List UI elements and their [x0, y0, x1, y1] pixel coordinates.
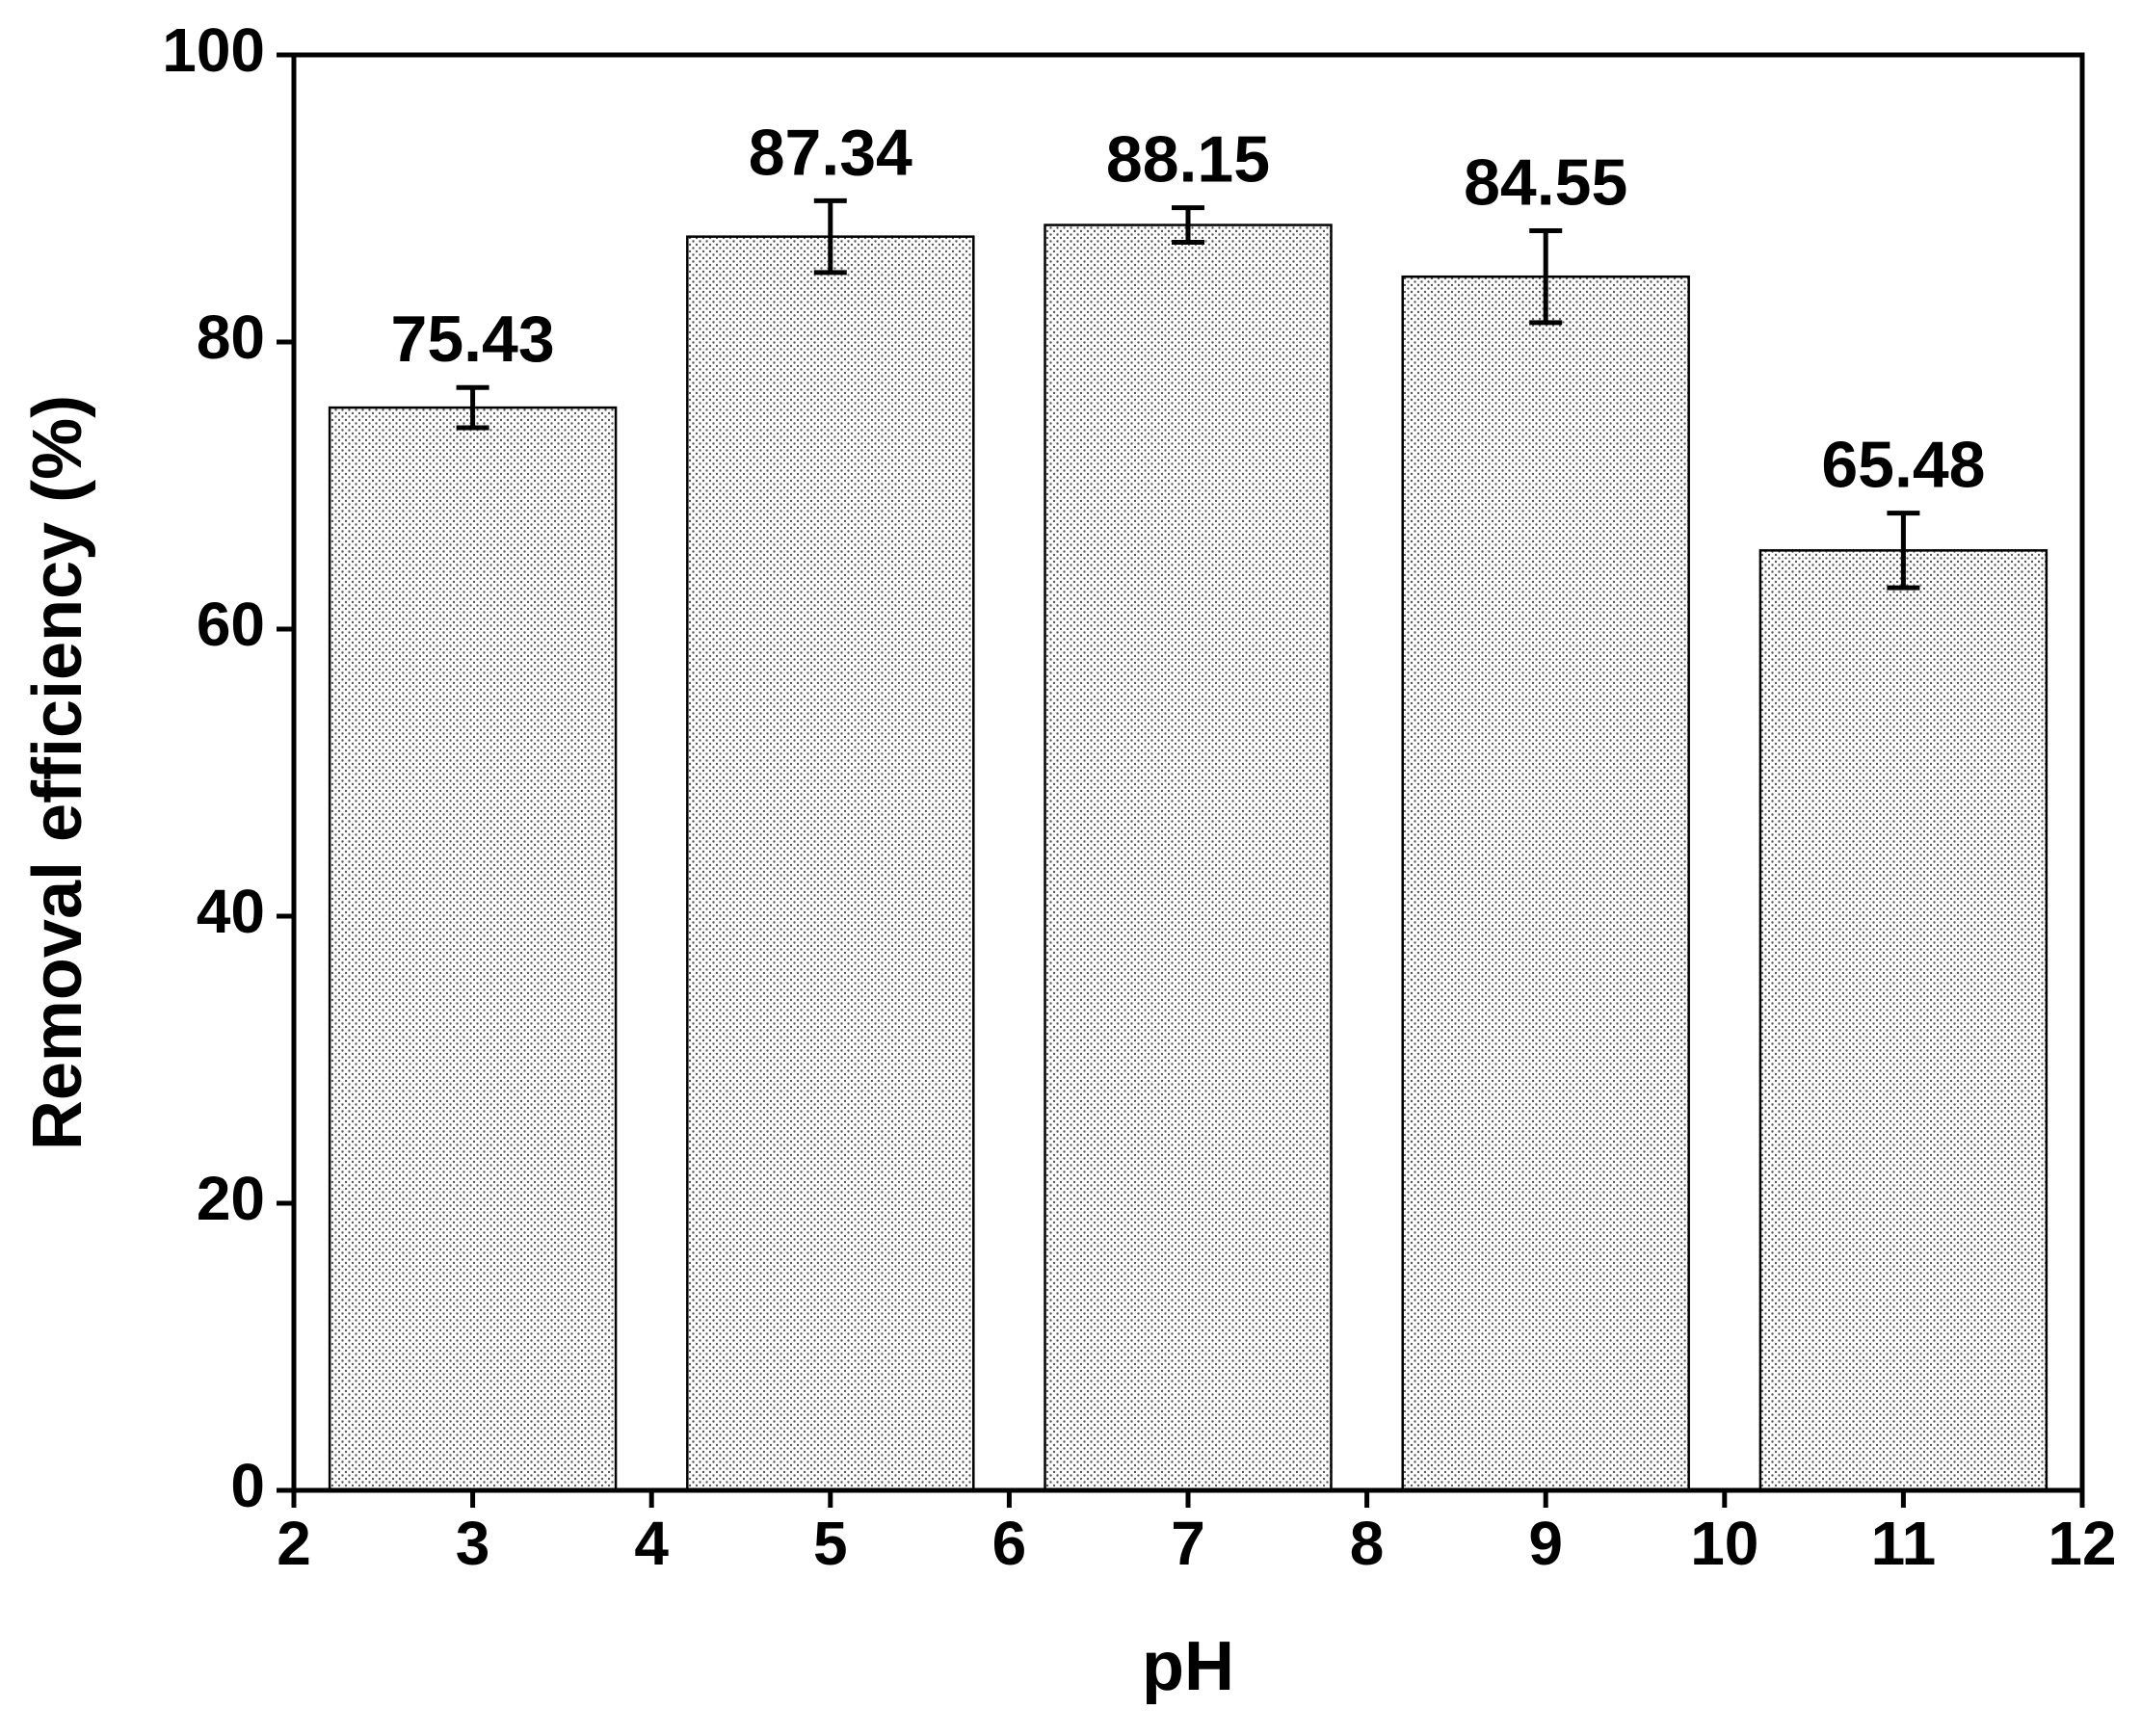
y-tick-label: 80 [197, 302, 265, 372]
y-tick-label: 20 [197, 1164, 265, 1233]
error-bar [813, 197, 847, 276]
x-tick-label: 6 [992, 1509, 1027, 1578]
x-tick-label: 4 [634, 1509, 669, 1578]
x-tick-label: 5 [813, 1509, 848, 1578]
x-tick-label: 12 [2048, 1509, 2116, 1578]
data-label: 84.55 [1464, 145, 1627, 219]
bar [1044, 224, 1333, 1492]
bar [1758, 549, 2048, 1492]
error-bar [1529, 228, 1563, 326]
data-label: 88.15 [1106, 123, 1270, 197]
error-bar [1887, 511, 1920, 591]
x-axis-label: pH [1142, 1628, 1234, 1705]
data-label: 75.43 [391, 302, 555, 376]
error-bar [1172, 205, 1204, 245]
y-axis-label: Removal efficiency (%) [19, 395, 96, 1150]
x-tick-label: 7 [1171, 1509, 1205, 1578]
data-label: 87.34 [749, 116, 912, 189]
error-bar [456, 384, 489, 431]
x-tick-label: 11 [1871, 1509, 1937, 1578]
x-tick-label: 9 [1528, 1509, 1563, 1578]
bar [1401, 275, 1690, 1492]
y-tick-label: 100 [162, 15, 265, 85]
y-tick-label: 0 [230, 1451, 265, 1520]
x-tick-label: 3 [456, 1509, 490, 1578]
data-label: 65.48 [1821, 429, 1985, 502]
bar [328, 406, 618, 1492]
bar [686, 235, 975, 1492]
x-tick-label: 2 [277, 1509, 311, 1578]
y-tick-label: 40 [197, 877, 265, 946]
plot-frame [291, 52, 2085, 1493]
y-tick-label: 60 [197, 590, 265, 659]
x-tick-label: 10 [1690, 1509, 1758, 1578]
x-tick-label: 8 [1350, 1509, 1385, 1578]
